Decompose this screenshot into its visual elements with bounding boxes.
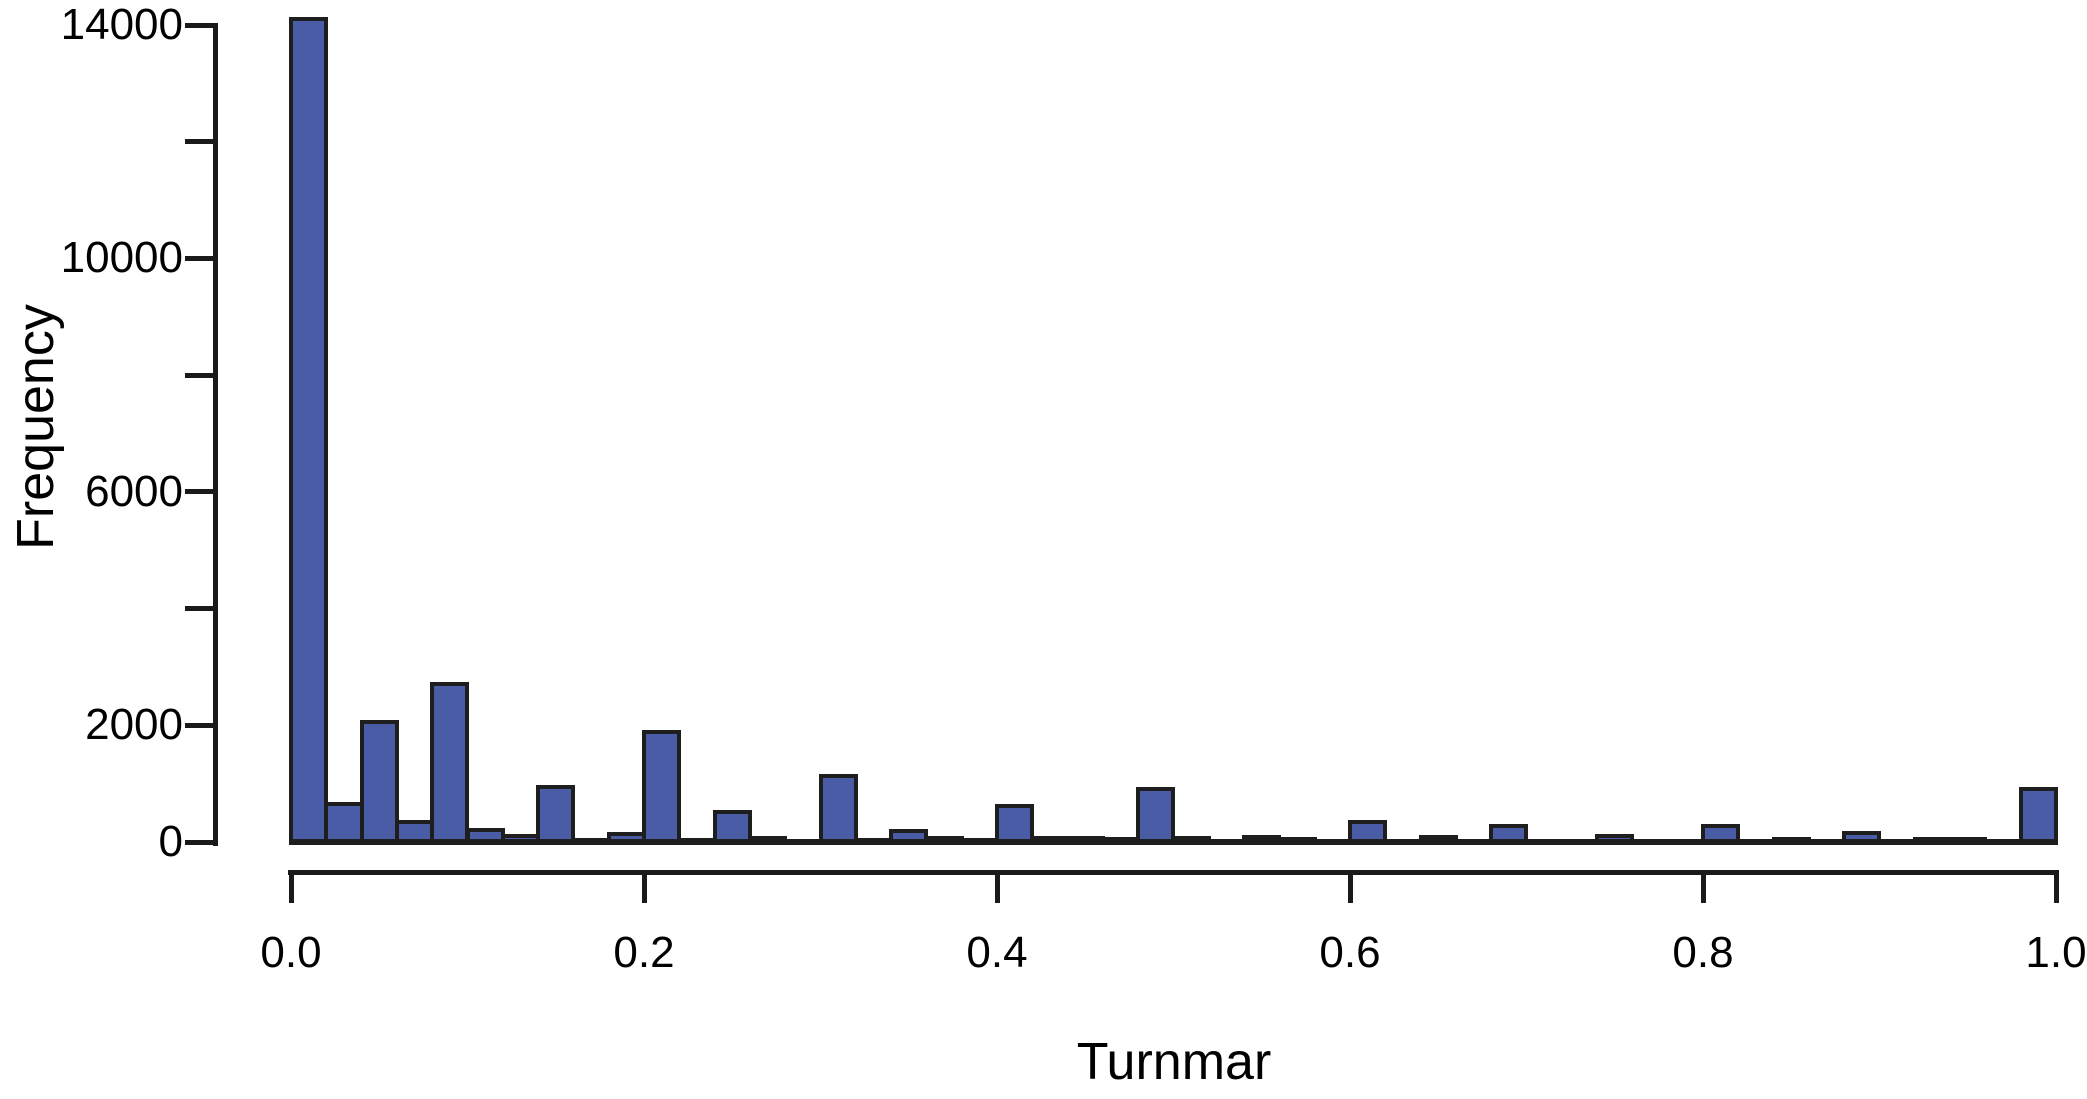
histogram-bar [995, 803, 1035, 842]
histogram-bar [818, 774, 858, 842]
bars-baseline [289, 839, 2058, 845]
y-tick [185, 22, 213, 28]
histogram-bar [1348, 820, 1388, 842]
x-tick [1700, 872, 1706, 903]
y-axis-line [213, 23, 218, 846]
x-tick-label: 1.0 [2025, 928, 2087, 977]
histogram-bar [324, 802, 364, 842]
histogram-bar [359, 720, 399, 842]
y-tick [185, 255, 213, 261]
y-tick [185, 722, 213, 728]
x-tick-label: 0.0 [260, 928, 322, 977]
histogram-bar [642, 730, 682, 842]
histogram-bar [1136, 787, 1176, 842]
histogram-bar [1842, 831, 1882, 842]
x-tick [641, 872, 647, 903]
y-tick [185, 606, 213, 612]
histogram-bar [2018, 787, 2058, 842]
histogram-bar [1418, 835, 1458, 842]
x-tick [1347, 872, 1353, 903]
y-tick-label: 10000 [60, 233, 183, 283]
x-tick-label: 0.6 [1319, 928, 1381, 977]
y-tick-label: 2000 [85, 700, 183, 750]
x-tick-label: 0.8 [1672, 928, 1734, 977]
x-tick-label: 0.2 [613, 928, 675, 977]
x-tick-label: 0.4 [966, 928, 1028, 977]
y-tick [185, 489, 213, 495]
x-tick [288, 872, 294, 903]
y-tick-label: 6000 [85, 466, 183, 516]
histogram-bar [536, 784, 576, 842]
histogram-bar [430, 682, 470, 842]
histogram-bar [1595, 834, 1635, 842]
x-axis-line [288, 869, 2059, 875]
y-tick [185, 139, 213, 145]
x-tick [2053, 872, 2059, 903]
histogram-bar [712, 809, 752, 842]
x-tick [994, 872, 1000, 903]
histogram-bar [889, 829, 929, 842]
histogram-bar [289, 17, 329, 842]
x-axis-title: Turnmar [1076, 1033, 1272, 1091]
y-tick [185, 372, 213, 378]
histogram-bar [1701, 824, 1741, 842]
y-tick [185, 839, 213, 845]
histogram-bar [1489, 823, 1529, 842]
y-tick-label: 0 [158, 817, 183, 866]
y-tick-label: 14000 [60, 0, 183, 49]
